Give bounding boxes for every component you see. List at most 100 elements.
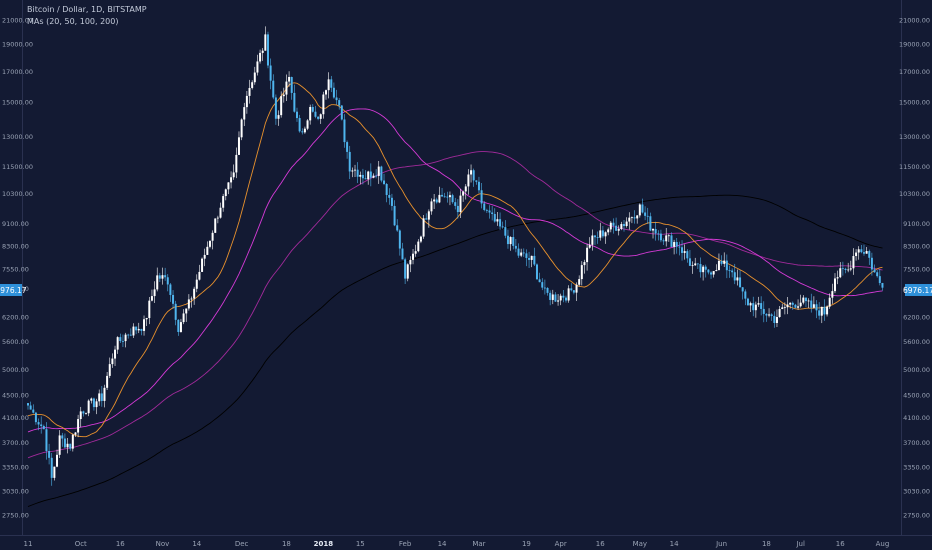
candle-up-body (775, 317, 778, 323)
candle-up-body (857, 249, 860, 253)
candle-up-body (820, 306, 823, 316)
candle-down-body (791, 302, 794, 305)
candle-down-body (69, 443, 72, 449)
candle-up-body (148, 300, 151, 319)
candle-up-body (417, 241, 420, 252)
candle-down-body (525, 253, 528, 258)
candle-down-body (435, 199, 438, 203)
candle-up-body (216, 217, 219, 219)
candle-down-body (572, 290, 575, 293)
ma200-line (27, 194, 883, 508)
candle-up-body (124, 334, 127, 342)
candle-down-body (127, 334, 130, 336)
left-price-tick-label: 6200.00 (2, 313, 29, 321)
candle-down-body (295, 111, 298, 119)
candle-up-body (433, 199, 436, 202)
time-tick-label: 19 (522, 540, 531, 548)
candle-up-body (852, 256, 855, 269)
candle-down-body (725, 260, 728, 271)
candle-down-body (34, 412, 37, 423)
candle-down-body (269, 65, 272, 81)
candle-up-body (156, 275, 159, 290)
candle-down-body (844, 268, 847, 270)
candle-down-body (675, 242, 678, 247)
candle-down-body (50, 457, 53, 478)
candle-up-body (74, 432, 77, 435)
candle-up-body (71, 434, 74, 449)
right-price-tick-label: 5000.00 (903, 366, 930, 374)
symbol-title[interactable]: Bitcoin / Dollar, 1D, BITSTAMP (27, 5, 147, 14)
candle-down-body (881, 282, 884, 288)
candle-down-body (385, 183, 388, 195)
candle-down-body (564, 297, 567, 301)
chart-legend: Bitcoin / Dollar, 1D, BITSTAMP MAs (20, … (27, 4, 147, 28)
right-price-tick-label: 9100.00 (903, 220, 930, 228)
time-tick-label: 18 (282, 540, 291, 548)
candle-up-body (143, 319, 146, 331)
candle-up-body (235, 154, 238, 173)
candle-down-body (40, 424, 43, 426)
candle-up-body (412, 253, 415, 260)
candle-up-body (248, 87, 251, 96)
right-price-tick-label: 2750.00 (903, 511, 930, 519)
candle-down-body (543, 287, 546, 289)
candle-down-body (274, 97, 277, 119)
candle-up-body (277, 115, 280, 119)
candle-down-body (646, 215, 649, 217)
candle-down-body (483, 203, 486, 210)
candle-down-body (425, 218, 428, 220)
candle-down-body (815, 304, 818, 311)
candle-up-body (56, 454, 59, 467)
candle-down-body (804, 297, 807, 302)
candle-up-body (799, 302, 802, 307)
candle-up-body (802, 297, 805, 303)
candle-down-body (678, 246, 681, 248)
candle-down-body (770, 314, 773, 316)
current-price-badge: 6976.17 6976.17 (0, 284, 932, 296)
candle-up-body (757, 303, 760, 305)
left-price-tick-label: 7550.00 (2, 265, 29, 273)
candle-up-body (256, 61, 259, 73)
candle-down-body (538, 279, 541, 283)
time-tick-label: 14 (438, 540, 447, 548)
candle-up-body (712, 271, 715, 275)
left-price-axis: 21000.00 19000.00 17000.00 15000.00 13000.00… (2, 16, 33, 519)
ma20-line (27, 82, 883, 438)
candle-up-body (137, 328, 140, 331)
candle-up-body (309, 107, 312, 121)
candle-down-body (443, 196, 446, 198)
candle-down-body (174, 303, 177, 320)
candle-up-body (831, 291, 834, 298)
candle-up-body (224, 189, 227, 197)
time-tick-label: 16 (596, 540, 605, 548)
candle-up-body (414, 251, 417, 254)
right-price-tick-label: 3700.00 (903, 439, 930, 447)
candle-down-body (348, 151, 351, 172)
candle-down-body (644, 212, 647, 216)
candle-up-body (789, 302, 792, 305)
candle-down-body (686, 251, 689, 259)
candle-up-body (409, 259, 412, 265)
candle-down-body (298, 118, 301, 132)
right-price-tick-label: 5600.00 (903, 338, 930, 346)
time-tick-label: 16 (116, 540, 125, 548)
candle-up-body (430, 201, 433, 212)
candle-down-body (794, 304, 797, 308)
indicator-label[interactable]: MAs (20, 50, 100, 200) (27, 17, 119, 26)
candle-up-body (496, 219, 499, 222)
candle-up-body (367, 171, 370, 180)
candle-up-body (419, 236, 422, 242)
right-price-tick-label: 3350.00 (903, 463, 930, 471)
candle-up-body (702, 266, 705, 273)
candle-down-body (129, 334, 132, 336)
candle-up-body (855, 252, 858, 257)
candle-down-body (375, 175, 378, 177)
candle-up-body (630, 217, 633, 219)
candle-down-body (662, 240, 665, 242)
left-price-tick-label: 5000.00 (2, 366, 29, 374)
candle-up-body (319, 114, 322, 119)
candle-up-body (607, 229, 610, 233)
candle-up-body (575, 284, 578, 293)
candle-down-body (388, 194, 391, 198)
